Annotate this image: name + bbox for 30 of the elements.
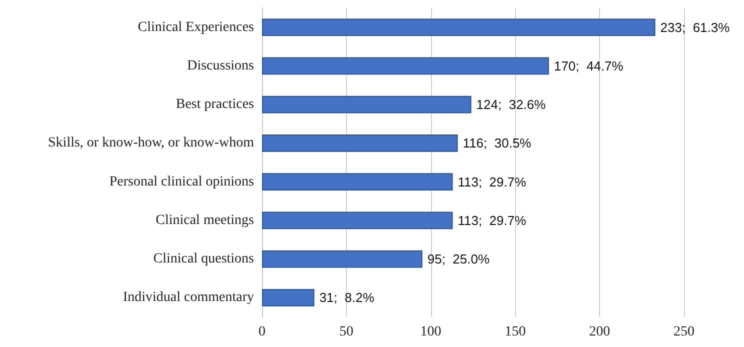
data-label: 113; 29.7% bbox=[458, 174, 527, 190]
bar bbox=[262, 57, 549, 75]
y-tick-label: Skills, or know-how, or know-whom bbox=[48, 136, 254, 151]
data-label: 113; 29.7% bbox=[458, 212, 527, 228]
x-tick-label: 50 bbox=[339, 324, 354, 340]
y-tick-label: Clinical questions bbox=[153, 252, 254, 267]
bar bbox=[262, 173, 453, 191]
y-tick-label: Discussions bbox=[187, 58, 254, 74]
data-label: 116; 30.5% bbox=[462, 136, 532, 151]
bar bbox=[262, 288, 314, 306]
bar bbox=[262, 134, 458, 152]
x-tick-label: 150 bbox=[504, 324, 526, 340]
y-tick-label: Clinical meetings bbox=[156, 212, 254, 228]
bar bbox=[262, 250, 422, 268]
x-tick-label: 250 bbox=[674, 324, 694, 340]
x-tick-label: 0 bbox=[258, 324, 266, 340]
data-label: 31; 8.2% bbox=[319, 290, 375, 306]
y-tick-label: Best practices bbox=[176, 97, 254, 112]
y-tick-label: Personal clinical opinions bbox=[109, 174, 254, 190]
x-tick-label: 100 bbox=[420, 324, 442, 340]
data-label: 124; 32.6% bbox=[476, 97, 546, 112]
y-tick-label: Individual commentary bbox=[122, 290, 254, 306]
data-label: 170; 44.7% bbox=[554, 58, 624, 74]
data-label: 95; 25.0% bbox=[427, 252, 490, 267]
y-tick-label: Clinical Experiences bbox=[138, 20, 254, 35]
bar bbox=[262, 18, 656, 36]
bar bbox=[262, 96, 472, 114]
data-label: 233; 61.3% bbox=[660, 20, 730, 35]
bar bbox=[262, 212, 453, 230]
x-tick-label: 200 bbox=[589, 324, 610, 340]
